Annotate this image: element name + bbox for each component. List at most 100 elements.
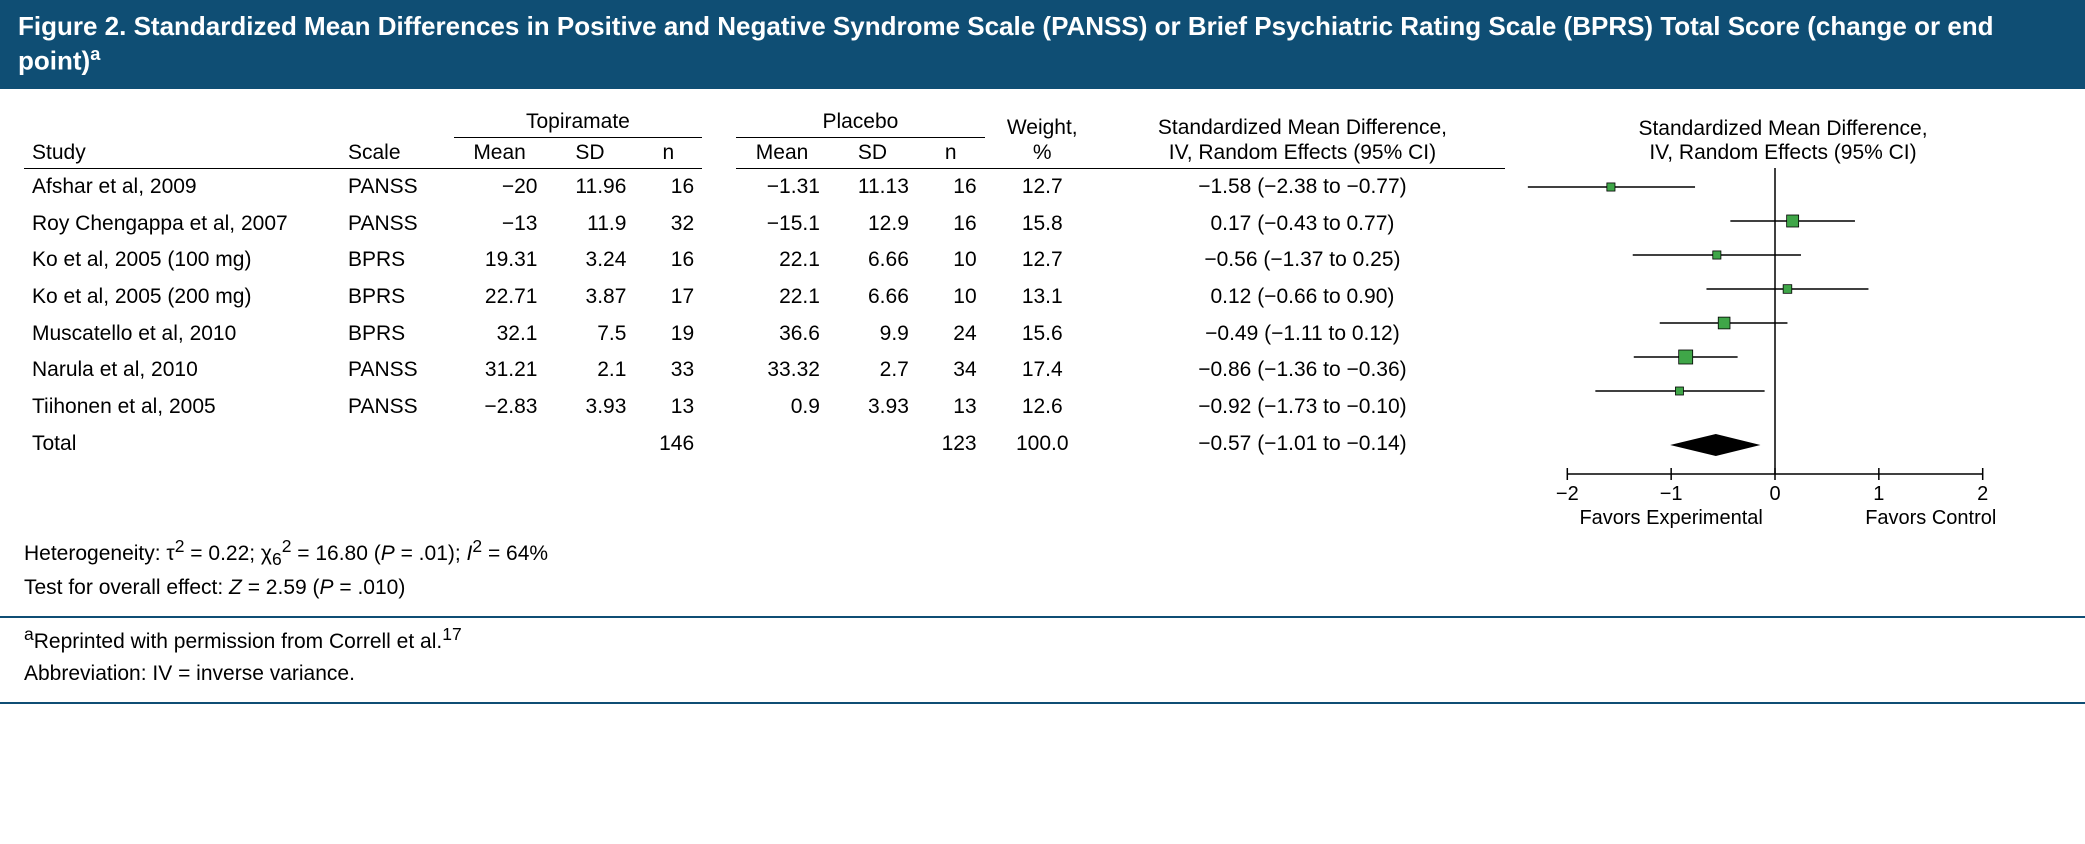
cell-study: Roy Chengappa et al, 2007 bbox=[24, 205, 340, 242]
cell-study: Tiihonen et al, 2005 bbox=[24, 389, 340, 426]
cell-p-n: 16 bbox=[917, 205, 985, 242]
figure-title: Figure 2. Standardized Mean Differences … bbox=[0, 0, 2085, 89]
cell-t-n: 13 bbox=[634, 389, 702, 426]
figure-body: Study Scale Topiramate Placebo Weight,% … bbox=[0, 89, 2085, 609]
cell-p-n: 16 bbox=[917, 168, 985, 205]
cell-p-sd: 9.9 bbox=[828, 315, 917, 352]
cell-scale: BPRS bbox=[340, 242, 454, 279]
cell-weight: 12.6 bbox=[985, 389, 1100, 426]
cell-t-n: 17 bbox=[634, 279, 702, 316]
cell-effect: −1.58 (−2.38 to −0.77) bbox=[1100, 168, 1505, 205]
cell-effect: −0.92 (−1.73 to −0.10) bbox=[1100, 389, 1505, 426]
cell-p-sd: 6.66 bbox=[828, 279, 917, 316]
total-effect: −0.57 (−1.01 to −0.14) bbox=[1100, 425, 1505, 462]
cell-p-n: 24 bbox=[917, 315, 985, 352]
cell-weight: 15.6 bbox=[985, 315, 1100, 352]
forest-plot bbox=[1505, 168, 2045, 462]
cell-t-sd: 2.1 bbox=[545, 352, 634, 389]
forest-table: Study Scale Topiramate Placebo Weight,% … bbox=[24, 107, 2061, 533]
axis-row: −2−1012Favors ExperimentalFavors Control bbox=[24, 462, 2061, 532]
cell-study: Muscatello et al, 2010 bbox=[24, 315, 340, 352]
group-topiramate: Topiramate bbox=[454, 107, 702, 138]
cell-p-sd: 6.66 bbox=[828, 242, 917, 279]
cell-weight: 15.8 bbox=[985, 205, 1100, 242]
cell-t-n: 16 bbox=[634, 242, 702, 279]
cell-p-mean: 0.9 bbox=[736, 389, 828, 426]
cell-p-mean: −1.31 bbox=[736, 168, 828, 205]
col-effect-text: Standardized Mean Difference,IV, Random … bbox=[1100, 107, 1505, 169]
cell-scale: PANSS bbox=[340, 352, 454, 389]
cell-study: Narula et al, 2010 bbox=[24, 352, 340, 389]
cell-p-sd: 12.9 bbox=[828, 205, 917, 242]
cell-t-mean: −13 bbox=[454, 205, 546, 242]
cell-p-n: 10 bbox=[917, 279, 985, 316]
forest-axis: −2−1012Favors ExperimentalFavors Control bbox=[1505, 462, 2045, 532]
col-plot-header: Standardized Mean Difference,IV, Random … bbox=[1505, 107, 2061, 169]
svg-text:−1: −1 bbox=[1660, 483, 1683, 505]
cell-weight: 12.7 bbox=[985, 242, 1100, 279]
col-p-n: n bbox=[917, 137, 985, 168]
divider-top bbox=[0, 616, 2085, 618]
cell-t-mean: 31.21 bbox=[454, 352, 546, 389]
svg-text:Favors Control: Favors Control bbox=[1865, 507, 1996, 529]
cell-t-sd: 3.93 bbox=[545, 389, 634, 426]
cell-t-n: 19 bbox=[634, 315, 702, 352]
total-label: Total bbox=[24, 425, 340, 462]
total-t-n: 146 bbox=[634, 425, 702, 462]
svg-text:Favors Experimental: Favors Experimental bbox=[1579, 507, 1762, 529]
total-weight: 100.0 bbox=[985, 425, 1100, 462]
divider-bottom bbox=[0, 702, 2085, 704]
cell-p-n: 10 bbox=[917, 242, 985, 279]
cell-t-mean: 19.31 bbox=[454, 242, 546, 279]
cell-scale: PANSS bbox=[340, 205, 454, 242]
cell-t-n: 32 bbox=[634, 205, 702, 242]
cell-t-mean: −2.83 bbox=[454, 389, 546, 426]
cell-t-sd: 11.9 bbox=[545, 205, 634, 242]
cell-t-sd: 11.96 bbox=[545, 168, 634, 205]
figure-container: Figure 2. Standardized Mean Differences … bbox=[0, 0, 2085, 704]
cell-p-mean: 33.32 bbox=[736, 352, 828, 389]
cell-t-n: 33 bbox=[634, 352, 702, 389]
col-p-sd: SD bbox=[828, 137, 917, 168]
cell-effect: −0.86 (−1.36 to −0.36) bbox=[1100, 352, 1505, 389]
overall-effect-line: Test for overall effect: Z = 2.59 (P = .… bbox=[24, 572, 2061, 602]
footnote-abbrev: Abbreviation: IV = inverse variance. bbox=[0, 662, 2085, 694]
total-p-n: 123 bbox=[917, 425, 985, 462]
cell-study: Ko et al, 2005 (200 mg) bbox=[24, 279, 340, 316]
cell-p-n: 34 bbox=[917, 352, 985, 389]
cell-effect: 0.12 (−0.66 to 0.90) bbox=[1100, 279, 1505, 316]
table-row: Afshar et al, 2009PANSS−2011.9616−1.3111… bbox=[24, 168, 2061, 205]
cell-effect: −0.49 (−1.11 to 0.12) bbox=[1100, 315, 1505, 352]
svg-text:−2: −2 bbox=[1556, 483, 1579, 505]
cell-t-mean: 32.1 bbox=[454, 315, 546, 352]
cell-effect: 0.17 (−0.43 to 0.77) bbox=[1100, 205, 1505, 242]
heterogeneity-line: Heterogeneity: τ2 = 0.22; χ62 = 16.80 (P… bbox=[24, 532, 2061, 572]
svg-text:2: 2 bbox=[1977, 483, 1988, 505]
cell-p-mean: 22.1 bbox=[736, 242, 828, 279]
col-scale: Scale bbox=[340, 107, 454, 169]
cell-scale: PANSS bbox=[340, 389, 454, 426]
cell-t-mean: 22.71 bbox=[454, 279, 546, 316]
cell-t-sd: 3.87 bbox=[545, 279, 634, 316]
cell-t-sd: 3.24 bbox=[545, 242, 634, 279]
cell-weight: 17.4 bbox=[985, 352, 1100, 389]
cell-scale: BPRS bbox=[340, 315, 454, 352]
cell-effect: −0.56 (−1.37 to 0.25) bbox=[1100, 242, 1505, 279]
col-p-mean: Mean bbox=[736, 137, 828, 168]
cell-scale: PANSS bbox=[340, 168, 454, 205]
col-weight: Weight,% bbox=[985, 107, 1100, 169]
cell-p-sd: 3.93 bbox=[828, 389, 917, 426]
cell-p-mean: 36.6 bbox=[736, 315, 828, 352]
cell-p-mean: 22.1 bbox=[736, 279, 828, 316]
col-t-mean: Mean bbox=[454, 137, 546, 168]
col-study: Study bbox=[24, 107, 340, 169]
cell-scale: BPRS bbox=[340, 279, 454, 316]
col-t-n: n bbox=[634, 137, 702, 168]
cell-study: Ko et al, 2005 (100 mg) bbox=[24, 242, 340, 279]
cell-p-sd: 2.7 bbox=[828, 352, 917, 389]
cell-t-n: 16 bbox=[634, 168, 702, 205]
svg-text:1: 1 bbox=[1873, 483, 1884, 505]
cell-study: Afshar et al, 2009 bbox=[24, 168, 340, 205]
cell-p-n: 13 bbox=[917, 389, 985, 426]
group-placebo: Placebo bbox=[736, 107, 984, 138]
